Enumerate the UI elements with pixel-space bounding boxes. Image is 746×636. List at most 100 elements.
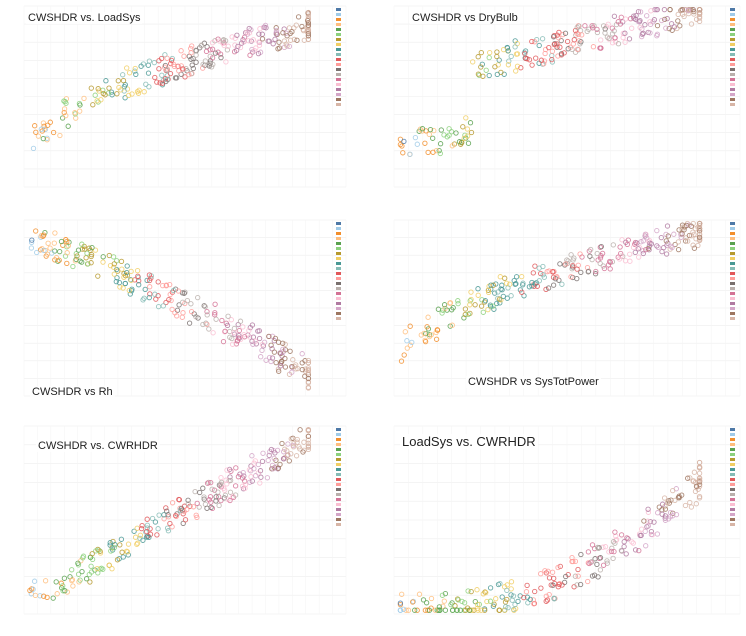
data-point: [609, 25, 615, 31]
legend-swatch: [336, 433, 341, 436]
data-point: [610, 242, 616, 248]
data-point: [654, 22, 661, 29]
data-point: [598, 243, 604, 250]
legend-swatch: [730, 307, 735, 310]
data-point: [270, 41, 276, 47]
data-point: [690, 478, 697, 484]
data-point: [64, 250, 70, 256]
legend-swatch: [730, 98, 735, 101]
data-point: [400, 606, 407, 612]
legend-swatch: [730, 443, 735, 446]
legend-swatch: [336, 438, 341, 441]
data-point: [30, 586, 36, 592]
data-point: [597, 260, 603, 267]
data-point: [195, 294, 201, 301]
data-point: [570, 262, 576, 269]
data-point: [84, 250, 90, 256]
data-point: [44, 251, 51, 257]
data-point: [240, 324, 246, 330]
data-point: [437, 150, 443, 157]
data-point: [505, 604, 511, 611]
data-point: [88, 569, 95, 575]
data-point: [280, 456, 287, 462]
data-point: [560, 31, 566, 38]
data-point: [133, 71, 139, 78]
data-point: [661, 16, 668, 23]
data-point: [209, 486, 215, 492]
data-point: [563, 573, 569, 580]
data-point: [66, 239, 72, 245]
data-point: [30, 145, 37, 152]
legend-swatch: [730, 523, 735, 526]
data-point: [182, 517, 189, 523]
data-point: [224, 322, 231, 329]
data-point: [190, 504, 197, 510]
data-point: [70, 263, 76, 270]
data-point: [455, 300, 461, 307]
data-point: [409, 339, 415, 346]
legend-swatch: [730, 267, 735, 270]
legend-swatch: [336, 43, 341, 46]
data-point: [166, 296, 172, 303]
data-point: [241, 332, 247, 338]
legend-swatch: [730, 8, 735, 11]
data-point: [118, 87, 124, 93]
data-point: [503, 604, 509, 610]
data-point: [276, 368, 282, 374]
legend-swatch: [336, 483, 341, 486]
data-point: [44, 594, 50, 601]
data-point: [282, 364, 289, 370]
data-point: [662, 506, 669, 512]
data-point: [493, 596, 499, 602]
legend-swatch: [336, 88, 341, 91]
data-point: [281, 38, 288, 44]
legend-swatch: [730, 88, 735, 91]
legend-swatch: [336, 28, 341, 31]
data-point: [206, 479, 212, 486]
legend-swatch: [730, 428, 735, 431]
data-point: [559, 281, 565, 287]
data-point: [430, 149, 436, 155]
data-point: [201, 496, 207, 502]
data-point: [139, 522, 145, 529]
data-point: [113, 278, 119, 285]
data-point: [457, 607, 464, 613]
data-point: [271, 455, 277, 462]
data-point: [397, 141, 404, 148]
data-point: [248, 468, 254, 474]
data-point: [584, 28, 590, 35]
data-point: [33, 228, 39, 234]
data-point: [180, 299, 186, 305]
data-point: [478, 49, 484, 56]
data-point: [426, 607, 433, 613]
scatter-plot: [23, 219, 347, 397]
data-point: [232, 483, 239, 489]
data-point: [609, 40, 616, 46]
data-point: [217, 481, 224, 487]
data-point: [474, 601, 481, 608]
legend-swatch: [730, 23, 735, 26]
data-point: [227, 334, 233, 340]
data-point: [138, 525, 145, 532]
data-point: [681, 227, 687, 233]
data-point: [431, 127, 437, 134]
data-point: [523, 589, 530, 595]
data-point: [461, 600, 468, 606]
legend-swatch: [336, 307, 341, 310]
data-point: [248, 27, 254, 33]
data-point: [125, 541, 132, 547]
data-point: [643, 246, 649, 253]
data-point: [269, 462, 276, 469]
data-point: [437, 141, 444, 147]
data-point: [152, 291, 158, 297]
data-point: [444, 307, 450, 313]
data-point: [216, 502, 222, 509]
data-point: [64, 244, 70, 250]
data-point: [696, 226, 703, 232]
legend-swatch: [730, 257, 735, 260]
data-point: [132, 65, 138, 72]
data-point: [502, 275, 508, 281]
data-point: [262, 22, 269, 29]
data-point: [224, 47, 231, 53]
data-point: [671, 24, 678, 30]
